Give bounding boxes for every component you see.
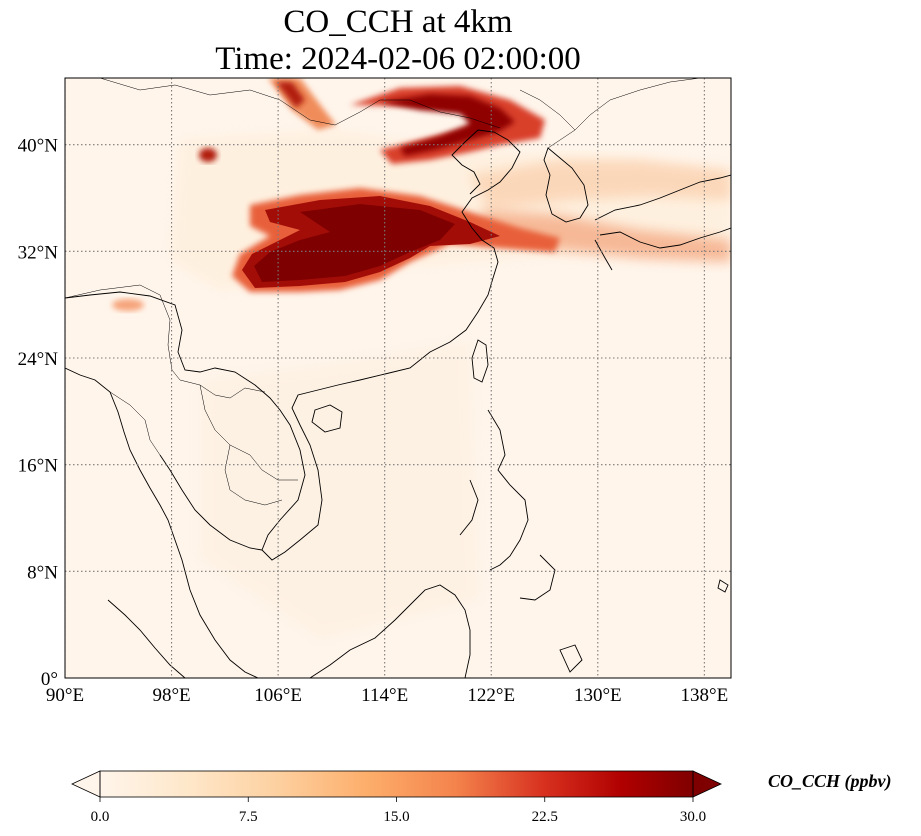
colorbar-tick-label: 0.0: [91, 809, 110, 825]
colorbar-tick-label: 22.5: [532, 809, 558, 825]
lat-tick-label: 32°N: [18, 242, 59, 263]
map-area: [64, 77, 732, 679]
lon-tick-label: 114°E: [361, 685, 408, 706]
co-concentration-field: [112, 78, 731, 640]
colorbar-gradient: [100, 771, 693, 797]
lat-tick-label: 16°N: [18, 456, 59, 477]
lat-tick-label: 24°N: [18, 349, 59, 370]
colorbar: 0.0 7.5 15.0 22.5 30.0 CO_CCH (ppbv): [71, 770, 892, 825]
chart-title-line-2: Time: 2024-02-06 02:00:00: [215, 41, 581, 77]
lon-tick-label: 90°E: [46, 685, 84, 706]
lon-tick-label: 106°E: [254, 685, 302, 706]
lat-tick-label: 0°: [41, 669, 58, 690]
lat-tick-label: 8°N: [27, 562, 58, 583]
map-axis-ticks: 90°E 98°E 106°E 114°E 122°E 130°E 138°E 0° 8°N 16…: [18, 136, 729, 706]
colorbar-tick-label: 7.5: [239, 809, 258, 825]
chart-title-line-1: CO_CCH at 4km: [283, 4, 513, 40]
country-borders: [65, 78, 701, 506]
colorbar-high-extend: [692, 770, 722, 798]
colorbar-ticks: 0.0 7.5 15.0 22.5 30.0: [91, 797, 706, 825]
colorbar-tick-label: 30.0: [680, 809, 706, 825]
lon-tick-label: 130°E: [574, 685, 622, 706]
coastlines: [65, 129, 731, 678]
map-gridlines: [65, 78, 731, 678]
lon-tick-label: 138°E: [681, 685, 729, 706]
lon-tick-label: 98°E: [152, 685, 190, 706]
lat-tick-label: 40°N: [18, 136, 59, 157]
map-frame: [64, 77, 732, 679]
colorbar-low-extend: [71, 770, 101, 798]
colorbar-tick-label: 15.0: [383, 809, 409, 825]
lon-tick-label: 122°E: [467, 685, 515, 706]
colorbar-label: CO_CCH (ppbv): [768, 771, 892, 792]
